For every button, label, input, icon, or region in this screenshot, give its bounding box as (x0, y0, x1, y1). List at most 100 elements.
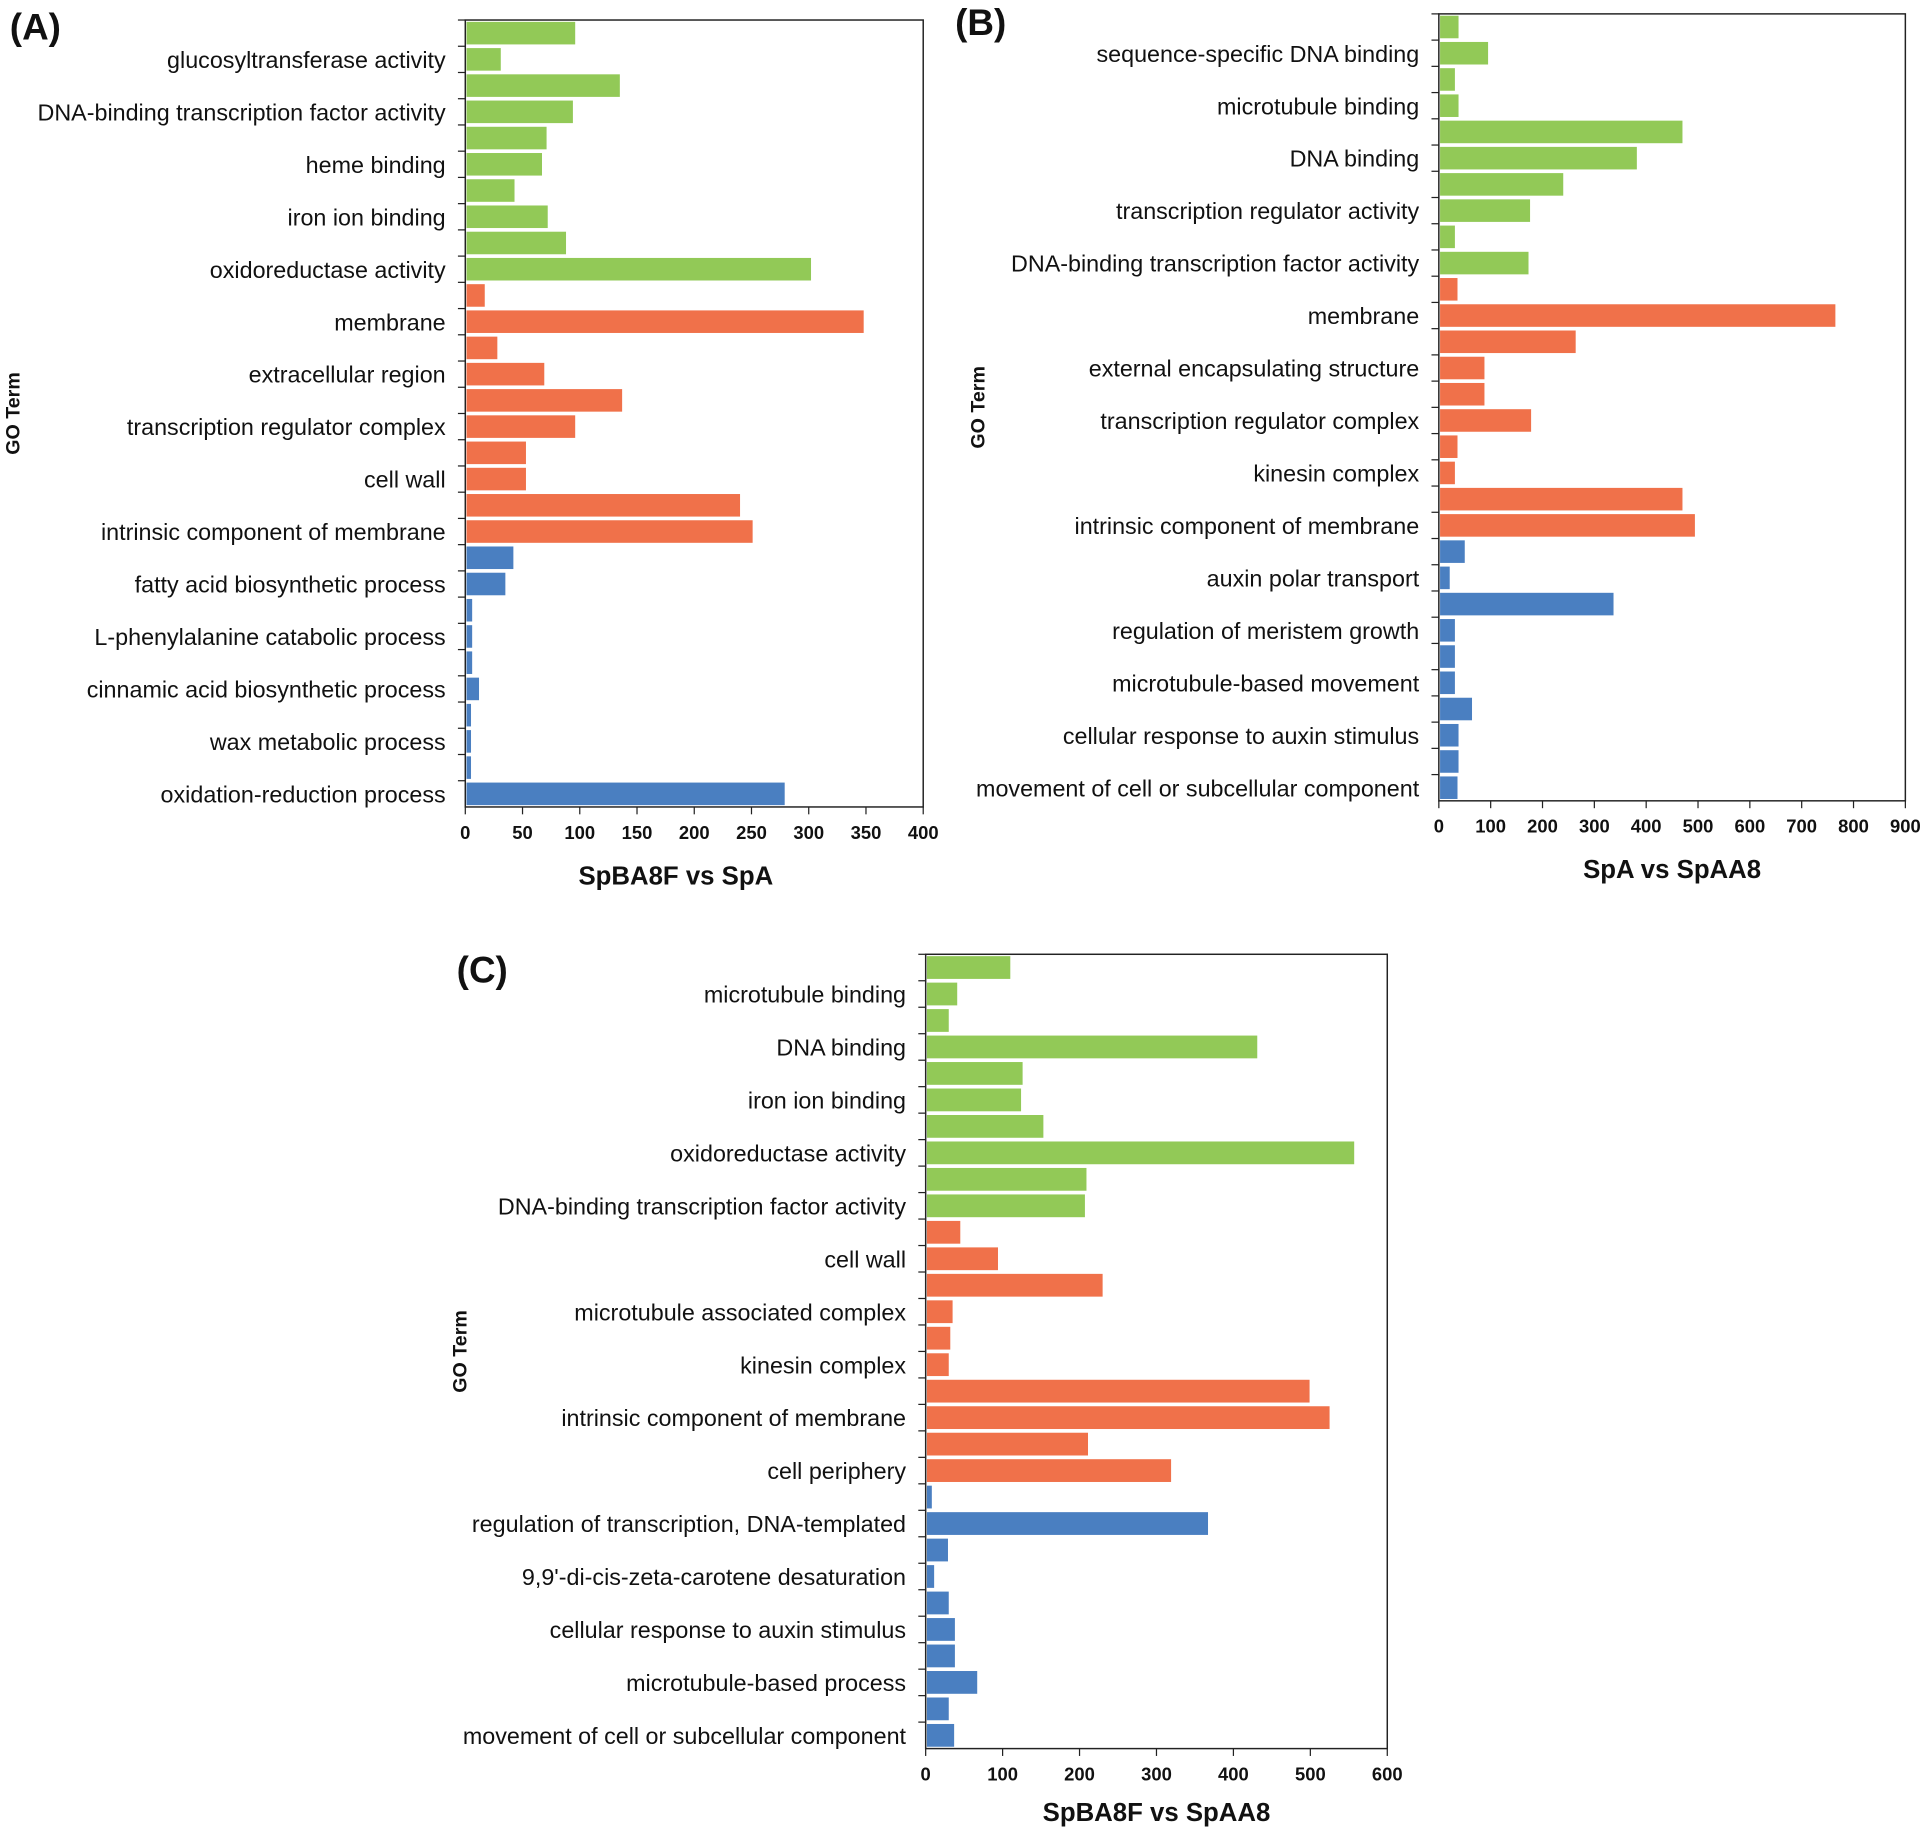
bar (926, 1009, 949, 1032)
category-label: cell wall (824, 1246, 906, 1272)
bar (1440, 146, 1637, 170)
bar (466, 415, 576, 438)
x-tick-label: 100 (1475, 816, 1506, 837)
panel-label: (B) (955, 2, 1006, 43)
x-tick-label: 500 (1295, 1764, 1326, 1785)
category-label: intrinsic component of membrane (561, 1405, 906, 1431)
category-label: sequence-specific DNA binding (1097, 41, 1420, 67)
category-label: cellular response to auxin stimulus (550, 1617, 906, 1643)
bar (466, 546, 514, 570)
bar (466, 782, 785, 806)
bar (466, 257, 812, 281)
bar (466, 126, 547, 150)
x-tick-label: 600 (1734, 816, 1765, 837)
bar (926, 1697, 949, 1721)
bar (1440, 251, 1529, 275)
category-label: transcription regulator complex (1100, 408, 1419, 434)
bar (926, 1220, 961, 1244)
bar (1440, 409, 1532, 432)
bar (926, 1353, 949, 1377)
bar (926, 1485, 932, 1509)
bar (466, 231, 567, 255)
x-tick-label: 150 (622, 822, 653, 843)
category-label: auxin polar transport (1207, 565, 1420, 591)
bar (926, 1326, 951, 1350)
category-label: external encapsulating structure (1089, 356, 1419, 382)
bar (466, 520, 753, 543)
x-tick-label: 800 (1838, 816, 1869, 837)
bar (1440, 671, 1455, 695)
bar (926, 1565, 935, 1588)
category-label: kinesin complex (1253, 461, 1419, 487)
category-label: cinnamic acid biosynthetic process (87, 677, 446, 703)
x-tick-label: 50 (512, 822, 532, 843)
bar (1440, 540, 1465, 563)
bar (926, 1141, 1355, 1165)
bar (466, 756, 472, 779)
bar (466, 651, 473, 674)
bar (1440, 68, 1455, 91)
bar (466, 205, 548, 229)
category-label: DNA binding (1290, 146, 1420, 172)
x-tick-label: 300 (793, 822, 824, 843)
panel-label: (C) (457, 950, 508, 991)
bar (466, 284, 485, 307)
panel-label: (A) (10, 7, 61, 48)
bar (926, 1671, 978, 1694)
bar (1440, 514, 1695, 537)
chart-panel-c: microtubule binding DNA binding iron ion b… (450, 950, 1403, 1828)
chart-panel-a: glucosyltransferase activity DNA-binding … (3, 7, 939, 891)
bar (1440, 776, 1458, 799)
bar (926, 1273, 1103, 1297)
category-label: wax metabolic process (209, 729, 446, 755)
bar (466, 48, 501, 71)
bar (926, 1432, 1089, 1456)
category-label: kinesin complex (740, 1352, 906, 1378)
x-tick-label: 100 (564, 822, 595, 843)
bar (466, 362, 545, 386)
category-label: DNA-binding transcription factor activit… (498, 1193, 906, 1219)
x-axis-title: SpBA8F vs SpAA8 (1043, 1799, 1271, 1827)
bar (466, 153, 542, 176)
x-tick-label: 400 (908, 822, 939, 843)
bar (1440, 566, 1450, 590)
x-tick-label: 200 (1527, 816, 1558, 837)
category-label: heme binding (306, 152, 446, 178)
bar (1440, 225, 1455, 249)
bar (926, 1247, 998, 1271)
category-label: movement of cell or subcellular componen… (976, 775, 1420, 801)
bar (466, 179, 515, 202)
bar (926, 1300, 953, 1324)
chart-panel-b: sequence-specific DNA binding microtubule… (955, 2, 1921, 884)
category-label: transcription regulator complex (127, 414, 446, 440)
category-label: membrane (1308, 303, 1419, 329)
category-label: intrinsic component of membrane (101, 519, 446, 545)
bar (926, 1644, 955, 1668)
category-label: DNA-binding transcription factor activit… (1011, 251, 1419, 277)
bar (1440, 120, 1683, 144)
category-label: regulation of transcription, DNA-templat… (472, 1511, 906, 1537)
x-tick-label: 100 (987, 1764, 1018, 1785)
category-label: transcription regulator activity (1116, 198, 1420, 224)
x-tick-label: 0 (1434, 816, 1444, 837)
bar (1440, 15, 1459, 39)
bar (466, 494, 741, 517)
category-label: extracellular region (249, 362, 446, 388)
bar (1440, 304, 1836, 327)
x-axis-title: SpBA8F vs SpA (578, 862, 773, 890)
category-label: L-phenylalanine catabolic process (94, 624, 445, 650)
bar (466, 21, 576, 45)
bar (1440, 487, 1683, 511)
x-tick-label: 300 (1141, 1764, 1172, 1785)
bar (1440, 723, 1459, 747)
x-tick-label: 900 (1890, 816, 1921, 837)
category-label: microtubule-based process (626, 1670, 906, 1696)
bar (466, 598, 473, 622)
x-tick-label: 0 (921, 1764, 931, 1785)
bar (1440, 278, 1458, 301)
bar (466, 730, 472, 753)
bar (926, 1062, 1023, 1085)
category-label: oxidation-reduction process (161, 781, 446, 807)
bar (1440, 173, 1564, 196)
bar (1440, 750, 1459, 773)
